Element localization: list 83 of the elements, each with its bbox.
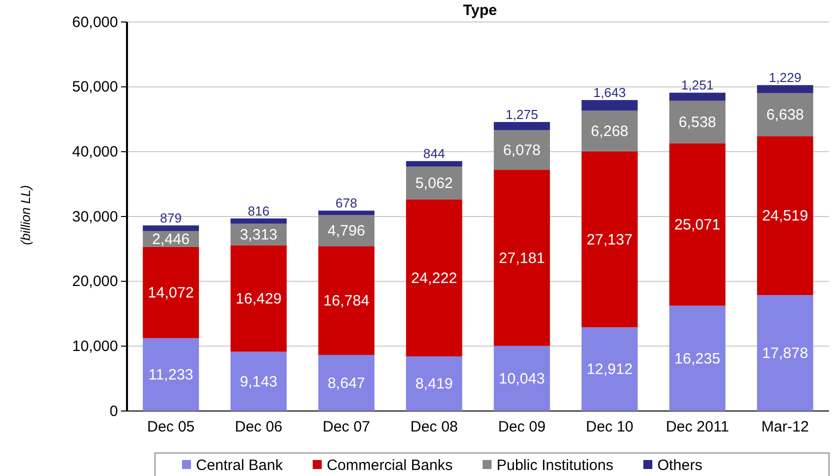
data-label: 9,143: [240, 373, 278, 390]
bar: [406, 166, 462, 200]
data-label: 879: [160, 210, 182, 226]
data-label: 27,181: [498, 250, 545, 267]
bar: [494, 130, 550, 170]
data-label: 6,268: [590, 123, 628, 140]
data-label: 1,229: [768, 70, 802, 86]
bar: [582, 151, 638, 328]
data-label: 6,078: [503, 142, 541, 159]
bar: [318, 246, 374, 355]
x-tick-label: Dec 10: [586, 418, 634, 436]
data-label: 16,235: [674, 350, 720, 368]
bar: [318, 354, 374, 411]
data-label: 3,313: [240, 226, 278, 244]
bar: [757, 93, 814, 136]
y-tick-label: 40,000: [72, 143, 118, 160]
data-label: 844: [423, 146, 445, 162]
bar: [494, 122, 550, 130]
data-label: 1,251: [681, 78, 714, 93]
bar: [757, 85, 814, 94]
bar: [582, 110, 638, 152]
data-label: 25,071: [674, 216, 720, 234]
bar: [582, 100, 638, 111]
legend-label: Others: [657, 457, 702, 474]
y-tick-label: 0: [110, 402, 118, 420]
data-label: 14,072: [148, 284, 194, 302]
bar: [669, 143, 726, 306]
x-tick-label: Dec 06: [234, 418, 282, 436]
data-label: 6,638: [766, 106, 804, 124]
y-tick-label: 10,000: [72, 338, 118, 355]
bar: [494, 170, 550, 346]
data-label: 4,796: [328, 222, 366, 240]
bar: [142, 338, 199, 411]
data-label: 24,222: [411, 270, 458, 287]
bar: [757, 295, 814, 411]
data-label: 678: [336, 196, 358, 211]
data-label: 12,912: [586, 361, 633, 378]
data-label: 17,878: [762, 345, 808, 362]
bar: [406, 161, 462, 167]
data-label: 2,446: [152, 231, 190, 248]
bar: [494, 346, 550, 411]
chart-title: Type: [463, 2, 497, 19]
bar: [230, 352, 287, 411]
bar: [318, 215, 374, 246]
data-label: 24,519: [762, 208, 808, 225]
x-tick-label: Mar-12: [761, 418, 809, 436]
data-label: 1,275: [506, 106, 538, 122]
bar: [669, 92, 726, 101]
bar: [669, 100, 726, 144]
data-label: 8,647: [328, 374, 366, 392]
bar: [669, 306, 726, 411]
legend-label: Public Institutions: [496, 457, 614, 474]
bar: [142, 246, 199, 338]
legend-label: Central Bank: [196, 457, 284, 474]
y-tick-label: 20,000: [72, 273, 118, 290]
x-tick-label: Dec 05: [147, 418, 195, 436]
x-tick-label: Dec 2011: [666, 418, 729, 436]
bar: [757, 136, 814, 296]
bar: [406, 356, 462, 411]
data-label: 1,643: [593, 85, 626, 100]
data-label: 16,429: [236, 290, 282, 308]
data-label: 11,233: [148, 366, 194, 384]
x-tick-label: Dec 08: [410, 418, 458, 436]
data-label: 27,137: [586, 231, 633, 248]
y-tick-label: 30,000: [72, 208, 118, 226]
bar: [230, 245, 287, 352]
bar: [230, 218, 287, 224]
data-label: 16,784: [323, 292, 370, 310]
data-label: 816: [248, 203, 270, 218]
data-label: 6,538: [678, 114, 716, 132]
data-label: 8,419: [415, 376, 453, 393]
bar: [406, 199, 462, 356]
bar: [318, 210, 374, 216]
data-label: 5,062: [415, 174, 453, 192]
data-label: 10,043: [498, 370, 545, 388]
x-tick-label: Dec 09: [498, 418, 546, 436]
y-tick-label: 50,000: [72, 78, 118, 96]
bar: [142, 225, 199, 232]
x-tick-label: Dec 07: [322, 418, 370, 436]
y-tick-label: 60,000: [72, 14, 118, 31]
bar: [582, 327, 638, 411]
y-axis-title: (billion LL): [18, 185, 33, 245]
legend-label: Commercial Banks: [326, 457, 453, 474]
